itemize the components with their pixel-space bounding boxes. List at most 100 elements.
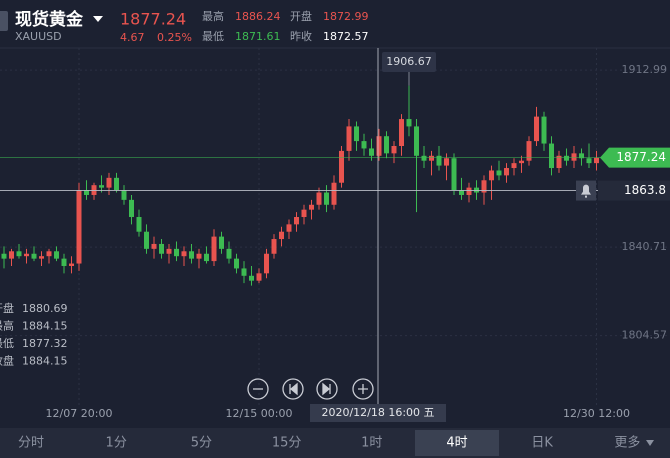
- candle-body: [24, 253, 29, 257]
- candle-body: [549, 143, 554, 169]
- candle-body: [316, 192, 322, 205]
- callout-box: [382, 52, 436, 72]
- plot: 1912.99 1840.71 1804.57 12/07 20:00 12/15 00…: [0, 48, 670, 420]
- open: 1872.99: [323, 10, 369, 23]
- candle-body: [354, 126, 359, 142]
- candle-body: [481, 180, 487, 193]
- zoom-in-icon: [358, 384, 368, 394]
- candle-body: [414, 126, 419, 156]
- candle-body: [444, 158, 449, 166]
- candle-body: [309, 204, 314, 210]
- tab[interactable]: 15分: [272, 436, 302, 451]
- candle-body: [324, 192, 329, 205]
- candle-body: [99, 185, 104, 188]
- alert-bell: [581, 184, 591, 198]
- candle-body: [399, 119, 404, 146]
- prev-button[interactable]: [282, 378, 304, 400]
- change: 4.67: [120, 31, 145, 44]
- candle-body: [474, 187, 479, 193]
- next-icon: [322, 382, 331, 396]
- next-button[interactable]: [316, 378, 338, 400]
- candle-body: [241, 268, 247, 276]
- candle-body: [256, 273, 262, 281]
- instrument-name[interactable]: 现货黄金: [15, 9, 84, 30]
- candle-body: [129, 199, 134, 218]
- candle-body: [121, 190, 127, 200]
- candle-body: [376, 136, 382, 156]
- candle-body: [406, 119, 412, 127]
- high: 1886.24: [235, 10, 281, 23]
- ohlc-info: 开盘 1880.69 最高 1884.15 最低 1877.32 收盘 1884.15: [0, 301, 68, 368]
- y-tick-label: 1840.71: [622, 240, 668, 253]
- y-tick-label: 1912.99: [622, 63, 668, 76]
- selected-tab-bg: [415, 430, 499, 456]
- candle-body: [519, 160, 524, 164]
- candle-body: [91, 185, 97, 195]
- candle-body: [466, 187, 472, 195]
- candle-body: [39, 256, 44, 259]
- candle-body: [459, 190, 464, 195]
- last-price-tag: [600, 147, 670, 168]
- candle-body: [271, 239, 277, 254]
- candle-body: [69, 263, 74, 266]
- ohlc-label: 最高: [0, 319, 14, 333]
- tab[interactable]: 1分: [106, 436, 127, 451]
- candle-body: [264, 253, 269, 274]
- alert-price-label: 1863.8: [624, 183, 666, 197]
- candle-body: [286, 224, 292, 232]
- candle-body: [429, 155, 434, 161]
- prev-close-label: 昨收: [290, 29, 312, 43]
- low-label: 最低: [202, 30, 224, 43]
- candle-body: [151, 243, 157, 249]
- candle-body: [54, 251, 59, 259]
- tab[interactable]: 更多: [614, 435, 640, 451]
- tab[interactable]: 5分: [191, 436, 212, 451]
- candle-body: [346, 126, 352, 151]
- price: 1877.24: [120, 10, 186, 29]
- candle-body: [331, 182, 337, 205]
- candle-body: [84, 190, 89, 195]
- candle-body: [46, 251, 52, 257]
- ohlc-value: 1880.69: [22, 302, 68, 315]
- x-tick-label: 12/30 12:00: [563, 407, 630, 420]
- candle-body: [586, 158, 592, 164]
- candle-body: [106, 177, 112, 188]
- candle-body: [144, 231, 149, 249]
- tab[interactable]: 分时: [18, 436, 44, 451]
- ohlc-value: 1884.15: [22, 355, 68, 368]
- tab[interactable]: 日K: [531, 436, 553, 451]
- candle-body: [556, 155, 562, 169]
- candle-body: [451, 158, 457, 191]
- candle-body: [279, 231, 284, 240]
- candle-body: [489, 170, 494, 181]
- zoom-in-button[interactable]: [352, 378, 374, 400]
- candle-body: [301, 209, 307, 218]
- tab[interactable]: 4时: [446, 436, 467, 451]
- candle-body: [579, 153, 584, 159]
- tab[interactable]: 1时: [361, 436, 382, 451]
- candle-body: [234, 258, 239, 269]
- dropdown-arrow[interactable]: [93, 16, 103, 22]
- candle-body: [594, 157, 599, 164]
- candle-body: [534, 116, 539, 142]
- last-price-label: 1877.24: [616, 150, 666, 164]
- open-label: 开盘: [290, 9, 312, 23]
- candle-body: [174, 248, 179, 257]
- crosshair-date: 2020/12/18 16:00 五: [321, 406, 434, 419]
- ohlc-label: 最低: [0, 337, 14, 350]
- controls: [247, 378, 374, 400]
- candle-body: [61, 258, 67, 266]
- menu-icon[interactable]: [0, 11, 8, 31]
- ohlc-value: 1877.32: [22, 337, 68, 350]
- candle-body: [436, 155, 442, 166]
- candle-body: [1, 253, 7, 259]
- tab-bar: [0, 428, 670, 458]
- zoom-out-button[interactable]: [247, 378, 269, 400]
- candle-body: [196, 253, 202, 259]
- candle-body: [136, 217, 142, 232]
- candle-body: [504, 168, 509, 176]
- high-callout: 1906.67: [386, 55, 432, 68]
- candle-body: [159, 243, 164, 254]
